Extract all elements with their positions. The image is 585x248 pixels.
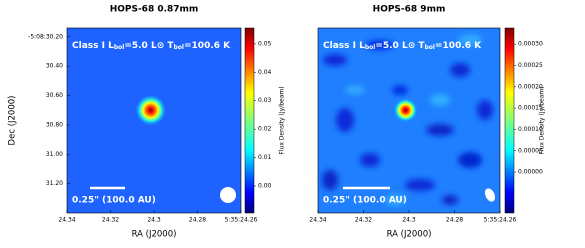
x-tick-label: 5:35:24.26 <box>225 217 258 224</box>
annotation-part: Class I <box>323 41 359 51</box>
colorbar-tick-label: 0.02 <box>258 126 272 133</box>
title: HOPS-68 0.87mm <box>110 5 199 15</box>
colorbar-tick-label: 0.04 <box>258 69 272 76</box>
x-tick-label: 24.32 <box>102 217 119 224</box>
x-tick-label: 24.32 <box>355 217 372 224</box>
x-tick-label: 24.28 <box>189 217 206 224</box>
colorbar-tick-label: 0.00030 <box>518 41 543 48</box>
annotation-part: L <box>359 41 365 51</box>
noise <box>322 34 493 206</box>
colorbar-tick-label: 0.00015 <box>518 105 543 112</box>
colorbar-label: Flux Density (Jy/beam) <box>279 86 286 154</box>
colorbar-tick-label: 0.00020 <box>518 83 543 90</box>
annotation-part: T <box>415 41 425 51</box>
annotation: Class I Lbol=5.0 L⊙ Tbol=100.6 K <box>323 41 482 51</box>
beam <box>220 187 236 203</box>
annotation-part: =5.0 L <box>375 41 408 51</box>
x-tick-label: 24.28 <box>446 217 463 224</box>
colorbar <box>244 27 255 214</box>
colorbar-tick-label: 0.01 <box>258 154 272 161</box>
scale-bar-label: 0.25" (100.0 AU) <box>72 196 156 206</box>
annotation-part: =100.6 K <box>435 41 482 51</box>
x-tick-label: 24.3 <box>402 217 416 224</box>
scale-bar-label: 0.25" (100.0 AU) <box>323 196 407 206</box>
colorbar-tick-label: 0.00 <box>258 183 272 190</box>
annotation-part: bol <box>114 44 124 51</box>
colorbar-tick-label: 0.00000 <box>518 169 543 176</box>
y-tick-label: 30.40 <box>46 63 63 70</box>
annotation-part: =100.6 K <box>184 41 231 51</box>
annotation-part: ⊙ <box>408 41 416 51</box>
y-tick-label: 30.80 <box>46 121 63 128</box>
colorbar-tick-label: 0.00005 <box>518 147 543 154</box>
x-tick-label: 24.3 <box>147 217 161 224</box>
annotation-part: Class I <box>72 41 108 51</box>
annotation-part: L <box>108 41 114 51</box>
x-axis-label: RA (J2000) <box>387 230 432 240</box>
source <box>135 95 166 126</box>
colorbar-label: Flux Density (Jy/beam) <box>539 86 546 154</box>
y-tick-label: 31.00 <box>46 151 63 158</box>
annotation-part: bol <box>365 44 375 51</box>
annotation-part: bol <box>174 44 184 51</box>
beam <box>484 188 496 202</box>
annotation: Class I Lbol=5.0 L⊙ Tbol=100.6 K <box>72 41 231 51</box>
x-axis-label: RA (J2000) <box>132 230 177 240</box>
colorbar-tick-label: 0.03 <box>258 97 272 104</box>
y-axis-label: Dec (J2000) <box>8 96 18 146</box>
annotation-part: T <box>164 41 174 51</box>
title: HOPS-68 9mm <box>373 5 446 15</box>
source <box>393 98 418 123</box>
annotation-part: ⊙ <box>157 41 165 51</box>
y-tick-label: 31.20 <box>46 180 63 187</box>
colorbar-tick-label: 0.00010 <box>518 126 543 133</box>
colorbar-tick-label: 0.00025 <box>518 62 543 69</box>
x-tick-label: 24.34 <box>309 217 326 224</box>
annotation-part: =5.0 L <box>124 41 157 51</box>
annotation-part: bol <box>425 44 435 51</box>
colorbar-tick-label: 0.05 <box>258 40 272 47</box>
y-tick-label: 30.60 <box>46 92 63 99</box>
colorbar <box>504 27 515 214</box>
x-tick-label: 5:35:24.26 <box>484 217 517 224</box>
x-tick-label: 24.34 <box>58 217 75 224</box>
y-tick-label: -5:08:30.20 <box>28 33 63 40</box>
